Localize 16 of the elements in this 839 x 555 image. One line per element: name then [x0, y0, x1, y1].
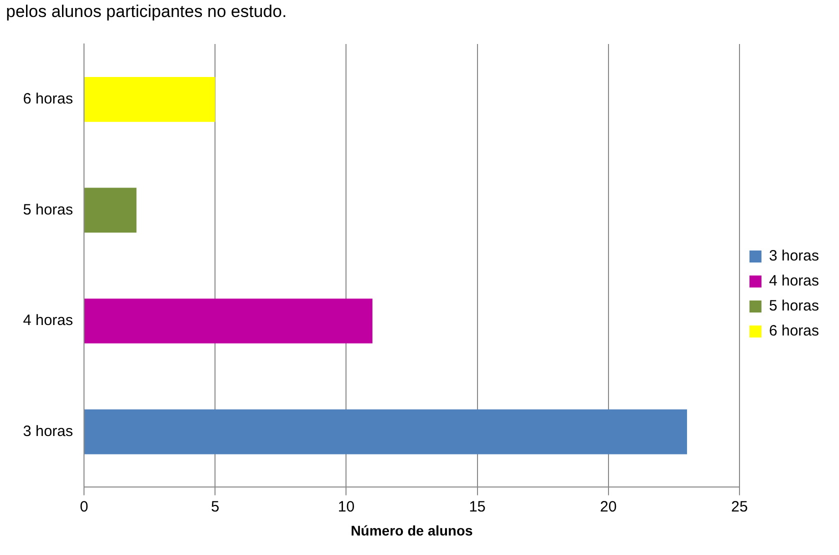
legend-label: 5 horas [768, 298, 820, 315]
y-tick-label: 4 horas [22, 312, 74, 330]
legend-label: 6 horas [768, 322, 820, 340]
y-tick-label: 6 horas [22, 90, 74, 108]
chart-title: pelos alunos participantes no estudo. [5, 1, 288, 23]
y-tick-label: 5 horas [22, 201, 74, 218]
x-axis-title: Número de alunos [350, 522, 474, 538]
x-tick-label: 10 [338, 498, 355, 516]
x-tick-label: 0 [80, 498, 88, 516]
legend-label: 4 horas [768, 272, 820, 290]
legend-label: 3 horas [768, 248, 820, 265]
x-tick-label: 20 [600, 498, 617, 516]
x-tick-label: 5 [210, 498, 220, 516]
x-tick-label: 15 [468, 498, 486, 516]
x-tick-label: 25 [731, 498, 748, 516]
y-tick-label: 3 horas [22, 422, 74, 440]
